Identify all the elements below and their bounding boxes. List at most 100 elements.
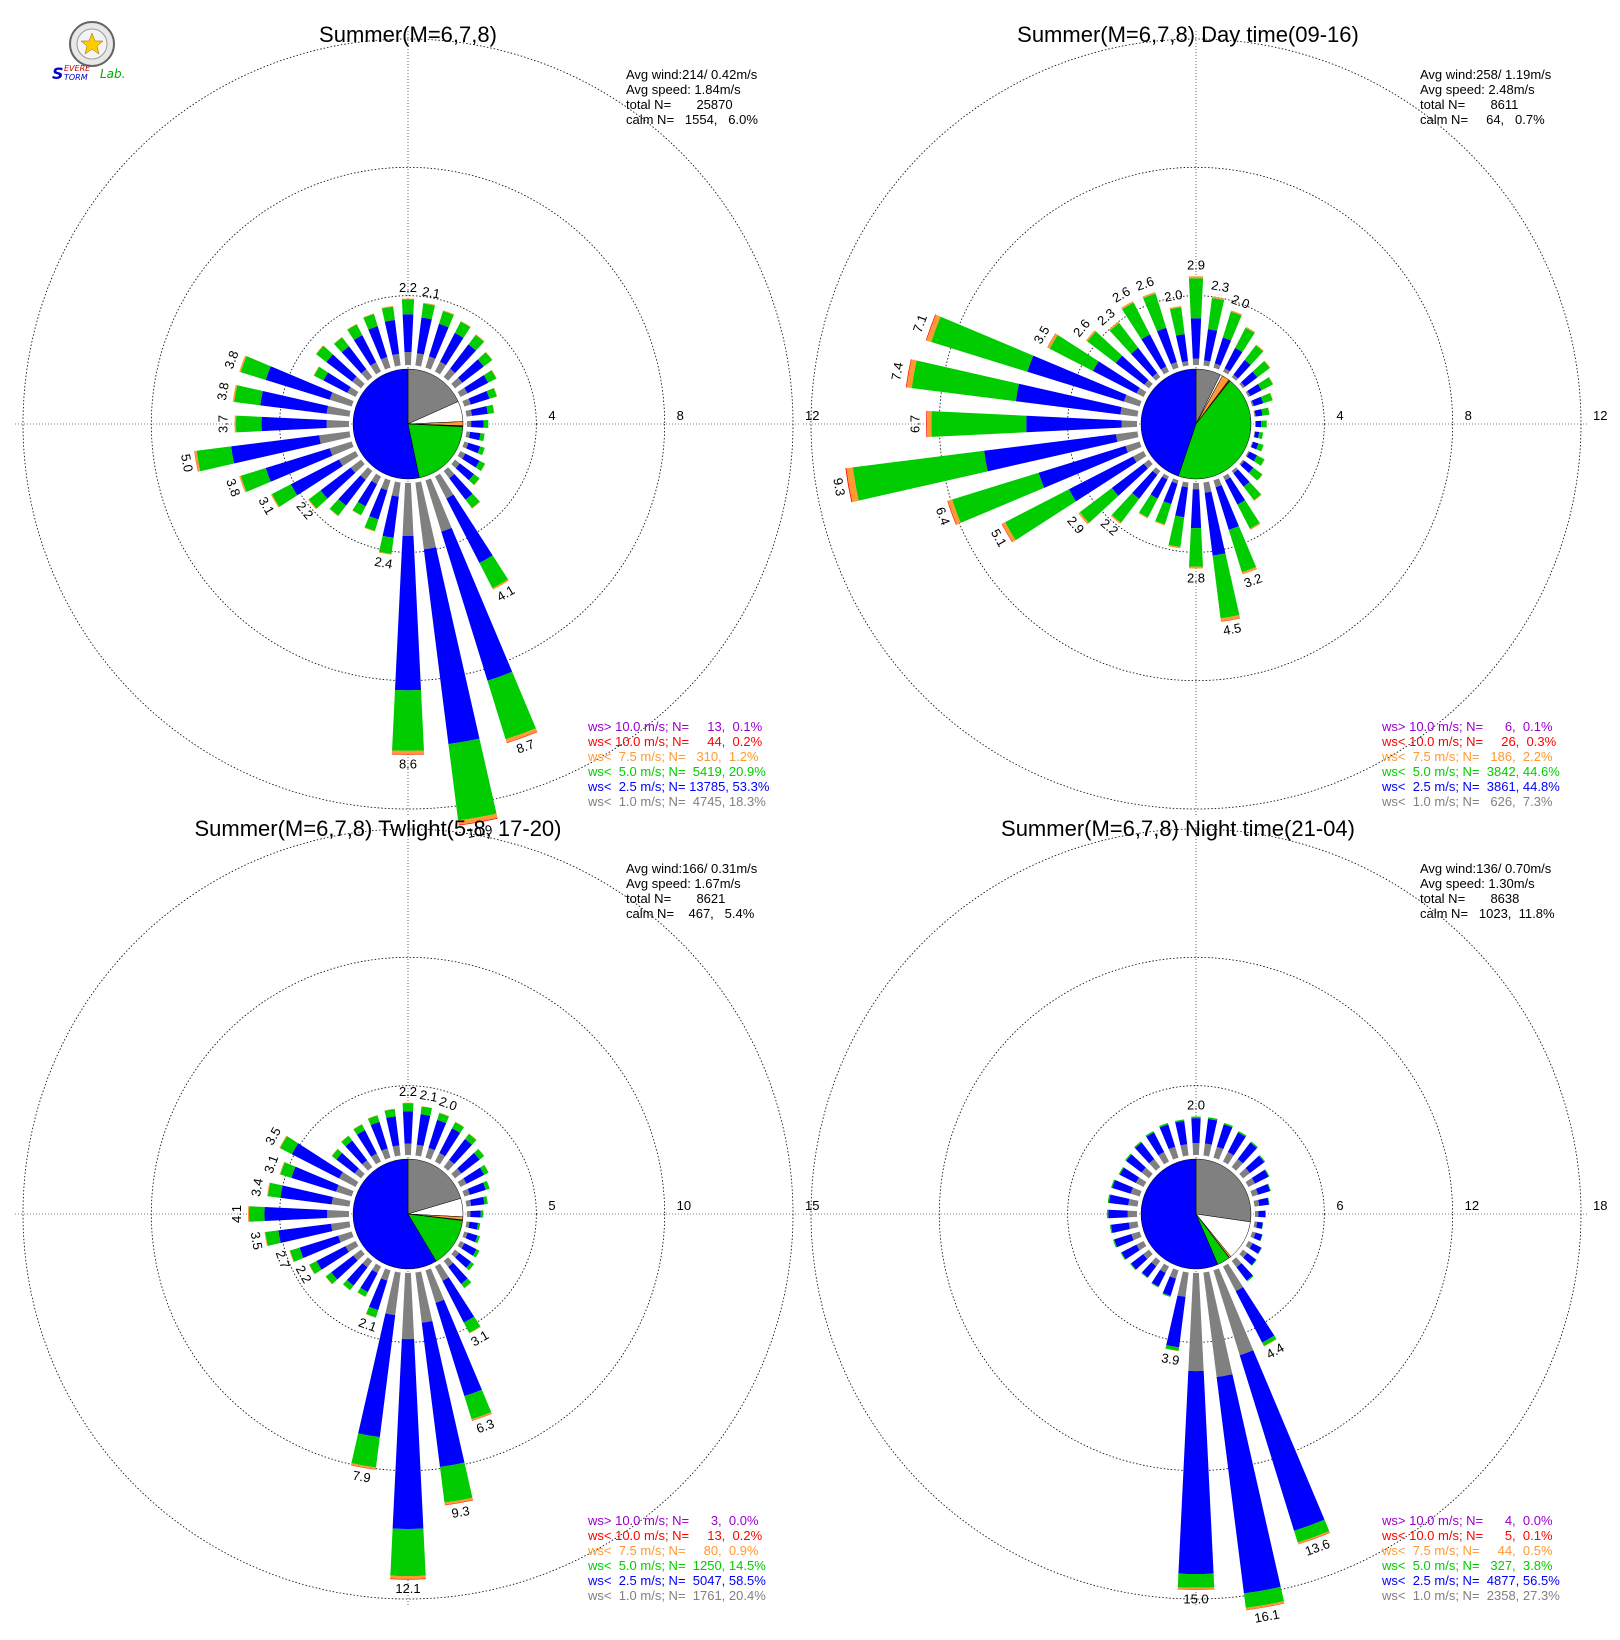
legend-ws-lt1: ws< 1.0 m/s; N= 4745, 18.3% — [587, 794, 766, 809]
direction-bar-segment — [470, 1210, 481, 1218]
direction-bar-segment — [1203, 1271, 1233, 1378]
direction-bar-segment — [1227, 1132, 1246, 1156]
direction-bar-segment — [1001, 522, 1016, 543]
legend-ws-lt5: ws< 5.0 m/s; N= 5419, 20.9% — [587, 764, 766, 779]
direction-bar-segment — [1049, 334, 1099, 372]
legend-ws-lt10: ws< 10.0 m/s; N= 44, 0.2% — [587, 734, 763, 749]
direction-bar-segment — [352, 501, 366, 516]
direction-bar-segment — [1245, 1178, 1256, 1188]
direction-bar-segment — [1109, 1224, 1113, 1234]
ring-label: 5 — [548, 1198, 555, 1213]
direction-value-label: 7.4 — [888, 361, 906, 381]
direction-bar-segment — [1211, 296, 1225, 301]
direction-bar-segment — [1141, 1167, 1153, 1179]
direction-bar-segment — [1118, 1166, 1124, 1175]
direction-bar-segment — [319, 431, 351, 444]
direction-bar-segment — [425, 356, 436, 370]
direction-bar-segment — [464, 1282, 472, 1289]
direction-bar-segment — [434, 473, 454, 499]
direction-value-label: 2.1 — [421, 284, 441, 302]
direction-bar-segment — [443, 467, 455, 479]
direction-bar-segment — [329, 392, 354, 407]
direction-bar-segment — [926, 314, 941, 343]
direction-bar-segment — [291, 1143, 343, 1179]
direction-bar-segment — [362, 1257, 373, 1268]
direction-bar-segment — [390, 1528, 426, 1576]
direction-bar-segment — [1251, 441, 1259, 450]
direction-bar-segment — [931, 411, 1027, 437]
direction-bar-segment — [461, 1278, 472, 1289]
direction-value-label: 4.1 — [229, 1205, 244, 1223]
direction-bar-segment — [1115, 431, 1139, 442]
direction-bar-segment — [1241, 567, 1257, 575]
direction-bar-segment — [347, 324, 363, 340]
direction-bar-segment — [1222, 368, 1230, 375]
direction-bar-segment — [338, 450, 359, 467]
ring-label: 15 — [805, 1198, 819, 1213]
direction-bar-segment — [468, 1133, 477, 1141]
direction-bar-segment — [1178, 1370, 1214, 1575]
direction-bar-segment — [475, 460, 486, 471]
ring-label: 8 — [677, 408, 684, 423]
direction-bar-segment — [1220, 618, 1241, 622]
direction-bar-segment — [1240, 460, 1254, 473]
direction-bar-segment — [360, 1269, 378, 1293]
direction-bar-segment — [390, 1575, 426, 1579]
direction-bar-segment — [1122, 302, 1150, 340]
direction-bar-segment — [352, 376, 365, 389]
direction-value-label: 3.5 — [248, 1230, 266, 1250]
direction-bar-segment — [278, 1223, 333, 1243]
direction-bar-segment — [1263, 360, 1271, 368]
direction-bar-segment — [1241, 371, 1258, 387]
direction-bar-segment — [421, 303, 435, 320]
direction-bar-segment — [465, 493, 480, 509]
stat-avg-wind: Avg wind:136/ 0.70m/s — [1420, 861, 1552, 876]
direction-bar-segment — [1213, 478, 1222, 488]
direction-bar-segment — [1136, 387, 1147, 398]
direction-bar-segment — [505, 728, 538, 743]
direction-bar-segment — [1177, 1573, 1215, 1588]
direction-bar-segment — [1297, 1531, 1330, 1545]
direction-bar-segment — [1190, 489, 1202, 529]
direction-value-label: 4.5 — [1222, 620, 1242, 638]
direction-value-label: 15.0 — [1183, 1591, 1208, 1606]
legend-ws-lt5: ws< 5.0 m/s; N= 3842, 44.6% — [1381, 764, 1560, 779]
direction-bar-segment — [378, 535, 394, 554]
direction-bar-segment — [1245, 1601, 1285, 1610]
direction-bar-segment — [1294, 1519, 1330, 1543]
direction-bar-segment — [483, 420, 489, 428]
direction-bar-segment — [350, 459, 365, 473]
direction-bar-segment — [457, 387, 468, 398]
direction-bar-segment — [434, 1263, 449, 1281]
direction-bar-segment — [1228, 526, 1257, 573]
direction-bar-segment — [331, 1148, 338, 1157]
direction-bar-segment — [329, 508, 339, 517]
direction-bar-segment — [1251, 1259, 1257, 1266]
direction-bar-segment — [357, 480, 378, 507]
direction-bar-segment — [368, 1278, 388, 1311]
direction-bar-segment — [343, 1279, 354, 1291]
windrose-panel-all: Summer(M=6,7,8) 4 8 122.2 2.14.18.710.98.62… — [15, 22, 819, 841]
direction-bar-segment — [1162, 473, 1170, 480]
direction-bar-segment — [1188, 276, 1204, 279]
direction-bar-segment — [439, 311, 454, 328]
direction-bar-segment — [473, 478, 480, 486]
direction-bar-segment — [480, 1164, 489, 1175]
direction-bar-segment — [475, 334, 485, 342]
direction-bar-segment — [1254, 421, 1256, 427]
direction-bar-segment — [331, 1196, 351, 1207]
ring-label: 8 — [1465, 408, 1472, 423]
direction-bar-segment — [457, 1240, 465, 1249]
direction-bar-segment — [905, 359, 912, 388]
direction-bar-segment — [361, 369, 373, 381]
direction-bar-segment — [1235, 327, 1255, 353]
direction-bar-segment — [1125, 441, 1142, 453]
direction-bar-segment — [290, 459, 343, 496]
direction-bar-segment — [926, 410, 932, 438]
direction-bar-segment — [1254, 431, 1260, 439]
direction-bar-segment — [368, 326, 388, 360]
pie-slice — [352, 1158, 437, 1270]
direction-bar-segment — [1250, 1141, 1258, 1149]
direction-bar-segment — [350, 1463, 376, 1470]
stat-total-n: total N= 8621 — [626, 891, 725, 906]
